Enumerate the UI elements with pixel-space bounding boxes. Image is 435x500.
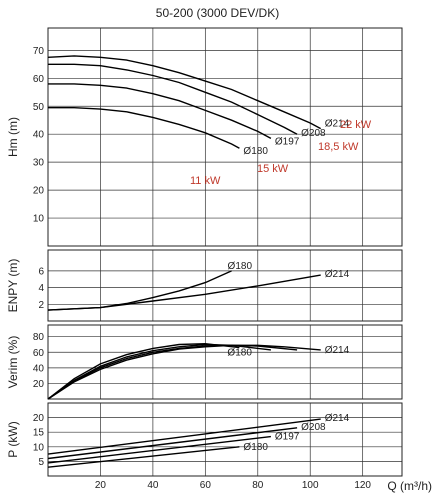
y-tick-label: 10 <box>33 214 45 225</box>
series-line-power <box>47 418 321 455</box>
y-tick-label: 50 <box>33 102 45 113</box>
curve-label: Ø180 <box>228 261 253 272</box>
y-tick-label: 15 <box>33 428 45 439</box>
curve-label: Ø214 <box>325 413 350 424</box>
y-tick-label: 10 <box>33 442 45 453</box>
series-line-power <box>47 446 240 468</box>
y-tick-label: 4 <box>38 283 44 294</box>
x-tick-label: 60 <box>200 480 212 491</box>
power-rating-label: 11 kW <box>190 175 221 187</box>
series-line-hm <box>48 63 298 135</box>
y-tick-label: 30 <box>33 158 45 169</box>
y-tick-label: 2 <box>38 300 44 311</box>
curve-label: Ø180 <box>243 442 268 453</box>
panel-npsh: 2 4 6 ENPY (m) Ø180 Ø214 <box>6 249 403 322</box>
curve-label: Ø208 <box>301 128 326 139</box>
panel-frame <box>47 324 403 400</box>
panel-frame <box>47 249 403 322</box>
y-tick-label: 60 <box>33 348 45 359</box>
y-axis-label: P (kW) <box>6 421 20 457</box>
y-tick-label: 80 <box>33 332 45 343</box>
y-axis-label: Verim (%) <box>6 336 20 389</box>
series-line-hm <box>47 55 322 130</box>
curve-label: Ø214 <box>325 119 350 130</box>
curve-label: Ø197 <box>275 432 300 443</box>
curve-label: Ø180 <box>243 146 268 157</box>
x-axis-label: Q (m³/h) <box>387 479 432 493</box>
power-rating-label: 22 kW <box>340 119 372 131</box>
curve-label: Ø180 <box>227 348 252 359</box>
x-tick-label: 120 <box>354 480 371 491</box>
x-tick-label: 40 <box>147 480 159 491</box>
panel-frame <box>47 27 403 247</box>
panel-frame <box>47 402 403 477</box>
series-line-hm <box>48 83 272 140</box>
x-tick-label: 20 <box>95 480 107 491</box>
curve-label: Ø208 <box>301 422 326 433</box>
curve-label: Ø214 <box>325 345 350 356</box>
curve-label: Ø214 <box>325 269 350 280</box>
series-line-power <box>47 435 271 464</box>
y-tick-label: 20 <box>33 379 45 390</box>
y-axis-label: Hm (m) <box>6 117 20 157</box>
y-tick-label: 20 <box>33 186 45 197</box>
y-tick-label: 20 <box>33 413 45 424</box>
power-rating-label: 15 kW <box>257 163 289 175</box>
series-line-eff <box>47 344 298 400</box>
power-rating-label: 18,5 kW <box>318 141 359 153</box>
x-tick-label: 80 <box>252 480 264 491</box>
series-line-eff <box>47 342 240 400</box>
series-line-npsh <box>47 274 321 311</box>
y-tick-label: 40 <box>33 363 45 374</box>
y-tick-label: 5 <box>38 457 44 468</box>
y-tick-label: 6 <box>38 266 44 277</box>
panel-eff: 20 40 60 80 Verim (%) Ø180 Ø214 <box>6 324 403 400</box>
series-line-hm <box>48 107 240 149</box>
series-line-power <box>47 427 298 460</box>
y-tick-label: 70 <box>33 46 45 57</box>
chart-title: 50-200 (3000 DEV/DK) <box>155 6 280 20</box>
y-axis-label: ENPY (m) <box>6 259 20 313</box>
x-tick-label: 100 <box>302 480 319 491</box>
curve-label: Ø197 <box>275 136 300 147</box>
y-tick-label: 40 <box>33 130 45 141</box>
y-tick-label: 60 <box>33 74 45 85</box>
